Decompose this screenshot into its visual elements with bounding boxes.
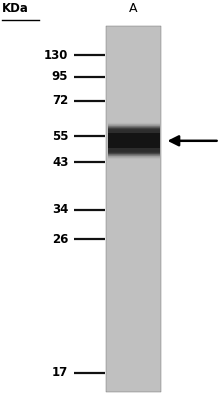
Bar xyxy=(108,130,160,152)
Bar xyxy=(108,129,160,152)
Bar xyxy=(108,131,160,151)
Bar xyxy=(108,131,160,150)
Bar xyxy=(108,128,160,153)
Bar xyxy=(108,122,160,159)
Bar xyxy=(108,132,160,150)
Bar xyxy=(108,130,160,151)
Text: 34: 34 xyxy=(52,203,68,216)
Text: 43: 43 xyxy=(52,156,68,169)
Bar xyxy=(108,124,160,157)
Bar xyxy=(108,130,160,152)
Bar xyxy=(108,124,160,158)
Bar xyxy=(108,127,160,155)
Bar xyxy=(108,133,160,148)
Bar xyxy=(108,126,160,155)
Bar xyxy=(108,132,160,149)
Bar xyxy=(108,128,160,154)
Text: 130: 130 xyxy=(44,49,68,62)
Bar xyxy=(108,127,160,154)
Text: 72: 72 xyxy=(52,94,68,107)
Bar xyxy=(108,126,160,156)
Bar xyxy=(108,123,160,158)
Text: 95: 95 xyxy=(52,70,68,83)
Bar xyxy=(108,133,160,149)
Text: 17: 17 xyxy=(52,366,68,379)
Text: 55: 55 xyxy=(52,130,68,142)
Bar xyxy=(108,125,160,157)
Bar xyxy=(108,129,160,153)
Text: A: A xyxy=(129,2,138,15)
Bar xyxy=(108,123,160,159)
Bar xyxy=(106,26,161,392)
Bar xyxy=(108,125,160,156)
Text: 26: 26 xyxy=(52,233,68,246)
Bar xyxy=(108,132,160,150)
Bar xyxy=(108,122,160,160)
Bar xyxy=(108,126,160,156)
Bar xyxy=(108,124,160,158)
Text: KDa: KDa xyxy=(2,2,29,15)
Bar xyxy=(108,128,160,154)
Bar xyxy=(108,129,160,152)
Bar xyxy=(108,133,160,148)
